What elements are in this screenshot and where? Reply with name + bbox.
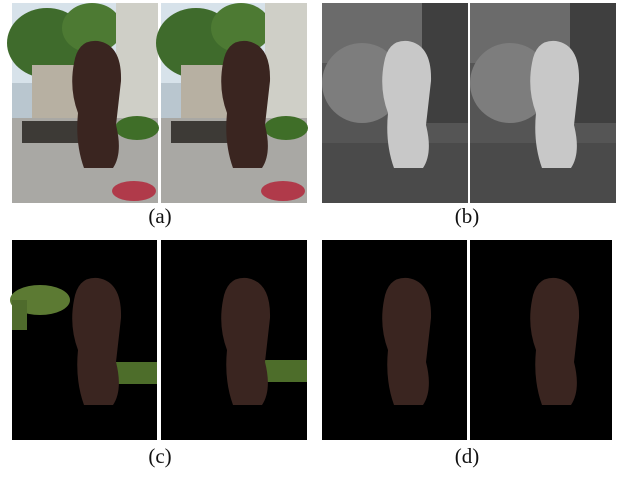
- panel-label: (a): [148, 204, 171, 228]
- image: [322, 3, 468, 203]
- image: [221, 278, 270, 405]
- image: [72, 278, 121, 405]
- panel-label: (c): [148, 444, 171, 468]
- image: [12, 300, 27, 330]
- figure: (a) (b) (c) (d): [0, 0, 623, 476]
- panel-label: (b): [455, 204, 480, 228]
- image: [156, 3, 308, 203]
- image: [262, 360, 307, 382]
- panel-a: (a): [7, 3, 308, 228]
- panel-d: (d): [322, 240, 612, 468]
- image: [470, 3, 616, 203]
- image: [7, 3, 159, 203]
- image: [530, 278, 579, 405]
- panel-c: (c): [10, 240, 307, 468]
- panel-b: (b): [322, 3, 616, 228]
- image: [382, 278, 431, 405]
- panel-label: (d): [455, 444, 480, 468]
